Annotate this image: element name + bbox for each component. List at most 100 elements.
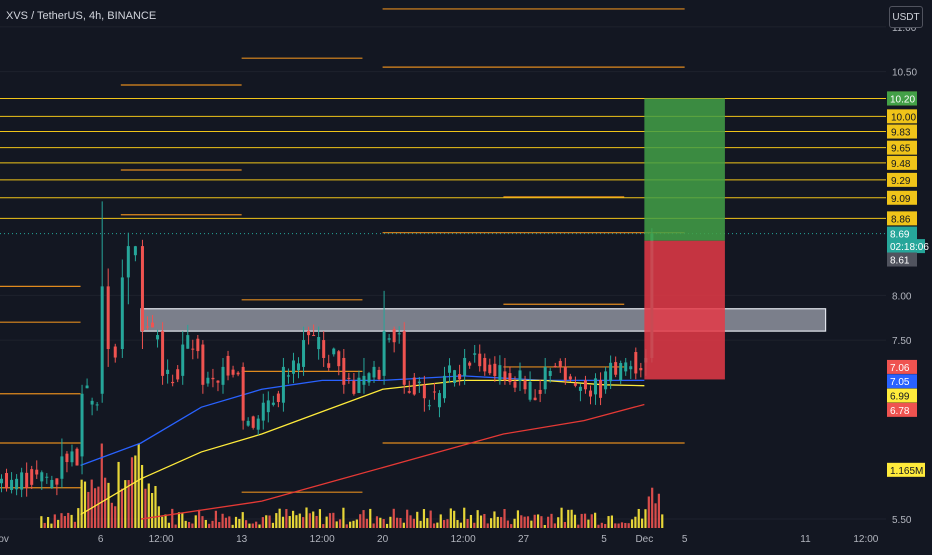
candle-body: [503, 371, 507, 381]
candle-body: [176, 369, 180, 380]
volume-bar: [456, 520, 459, 528]
candle-body: [392, 329, 396, 343]
candle-body: [126, 246, 130, 278]
volume-bar: [83, 481, 87, 528]
price-axis[interactable]: 11.00 10.50 8.00 7.50 5.50 10.20 10.00 9.83 9.65…: [886, 0, 932, 550]
candle-body: [166, 369, 170, 375]
price-tick-label: 5.50: [892, 515, 912, 526]
candle-body: [55, 478, 59, 485]
candle-body: [35, 469, 39, 475]
volume-bar: [53, 514, 56, 528]
candle-body: [568, 376, 572, 380]
long-position-tool[interactable]: [644, 98, 725, 380]
volume-bar: [50, 523, 53, 528]
candle-body: [312, 335, 316, 337]
candle-body: [432, 391, 436, 393]
price-level-label: 10.00: [891, 112, 916, 123]
volume-bar: [624, 522, 627, 528]
candle-body: [45, 476, 49, 478]
volume-bar: [104, 477, 107, 528]
volume-bar: [607, 516, 610, 528]
volume-bar: [134, 455, 137, 528]
volume-bar: [285, 509, 288, 528]
time-axis[interactable]: Nov 6 12:00 13 12:00 20 12:00 27 5 Dec 5 11 12:00: [0, 528, 932, 550]
candle-body: [387, 338, 391, 340]
volume-bar: [288, 516, 291, 528]
volume-bar: [526, 516, 530, 528]
volume-bar: [345, 524, 348, 528]
volume-bar: [234, 516, 238, 528]
volume-bar: [379, 517, 382, 528]
candle-body: [307, 330, 311, 336]
candle-body: [463, 357, 467, 376]
candle-body: [60, 456, 64, 479]
price-badge-label: 6.78: [890, 406, 910, 417]
volume-bar: [426, 518, 429, 528]
candle-body: [322, 340, 326, 358]
price-level-label: 9.29: [891, 176, 911, 187]
volume-bar: [651, 487, 654, 528]
volume-bar: [57, 519, 60, 528]
volume-bar: [352, 520, 355, 528]
price-level-badge: [887, 211, 917, 226]
price-badge-label: 7.05: [890, 377, 910, 388]
volume-bar: [627, 523, 630, 528]
volume-bar: [120, 488, 124, 528]
volume-bar: [553, 523, 556, 528]
candle-body: [70, 451, 74, 463]
volume-bar: [469, 514, 473, 528]
price-level-badge: [887, 155, 917, 170]
volume-bar: [261, 517, 264, 528]
volume-bar: [140, 464, 144, 528]
candle-body: [599, 379, 603, 398]
volume-bar: [151, 492, 154, 528]
price-badge: [887, 91, 917, 106]
candle-body: [120, 277, 124, 350]
volume-bar: [244, 520, 248, 528]
candle-body: [397, 333, 401, 335]
volume-bar: [332, 512, 335, 528]
volume-bar: [516, 510, 520, 528]
volume-bar: [251, 523, 254, 528]
volume-bar: [604, 523, 607, 528]
volume-bar: [443, 520, 446, 528]
volume-bar: [268, 515, 271, 528]
candle-body: [256, 418, 260, 430]
volume-bar: [476, 510, 479, 528]
volume-bar: [419, 520, 422, 528]
volume-bar: [204, 519, 207, 528]
price-level-label: 9.48: [891, 159, 911, 170]
volume-bar: [503, 509, 506, 528]
candle-body: [216, 380, 220, 383]
candle-body: [412, 377, 416, 395]
volume-bar: [130, 457, 134, 528]
volume-bar: [221, 513, 224, 528]
volume-bar: [483, 514, 486, 528]
volume-bar: [479, 515, 483, 528]
volume-bar: [620, 522, 624, 528]
volume-bar: [349, 521, 352, 528]
candle-body: [95, 404, 99, 406]
time-tick-label: Nov: [0, 534, 9, 545]
volume-bar: [315, 515, 318, 528]
volume-bar: [308, 513, 311, 528]
candle-body: [508, 373, 512, 383]
candle-body: [342, 357, 346, 385]
moving-average-line: [80, 375, 645, 466]
volume-bar: [325, 516, 328, 528]
price-level-badge: [887, 140, 917, 155]
currency-button[interactable]: USDT: [889, 6, 923, 28]
price-badge: [887, 359, 917, 374]
price-tick-label: 11.00: [892, 23, 917, 34]
stop-loss-zone: [644, 240, 725, 380]
candle-body: [427, 405, 431, 407]
price-level-badge: [887, 190, 917, 205]
volume-bar: [422, 509, 426, 528]
price-badge: [887, 388, 917, 403]
candle-body: [291, 360, 295, 374]
candle-body: [352, 380, 356, 394]
volume-bar: [90, 479, 93, 528]
candle-body: [437, 393, 441, 408]
